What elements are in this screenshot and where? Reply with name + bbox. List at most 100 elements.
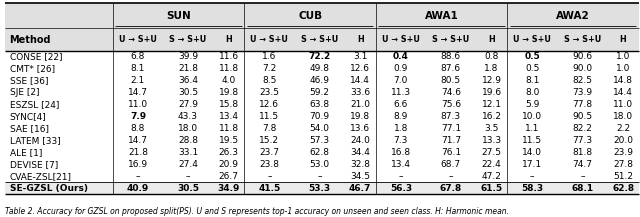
Text: 57.3: 57.3 <box>309 136 330 145</box>
Text: 30.5: 30.5 <box>178 88 198 97</box>
Text: –: – <box>449 172 453 181</box>
Text: 39.9: 39.9 <box>178 53 198 61</box>
Text: SJE [2]: SJE [2] <box>10 88 39 97</box>
Text: 20.9: 20.9 <box>219 160 239 169</box>
Text: 0.8: 0.8 <box>484 53 499 61</box>
Text: 22.4: 22.4 <box>482 160 502 169</box>
Text: 14.8: 14.8 <box>613 76 633 85</box>
Text: 0.4: 0.4 <box>393 53 409 61</box>
Text: 8.8: 8.8 <box>131 124 145 133</box>
Text: H: H <box>356 35 364 44</box>
Text: 11.0: 11.0 <box>613 100 633 109</box>
Text: 53.0: 53.0 <box>309 160 330 169</box>
Text: SAE [16]: SAE [16] <box>10 124 49 133</box>
Text: 77.8: 77.8 <box>572 100 593 109</box>
Text: 80.5: 80.5 <box>441 76 461 85</box>
Text: 7.2: 7.2 <box>262 64 276 73</box>
Text: 7.8: 7.8 <box>262 124 276 133</box>
Text: 4.0: 4.0 <box>221 76 236 85</box>
Text: LATEM [33]: LATEM [33] <box>10 136 60 145</box>
Text: 90.5: 90.5 <box>572 112 593 121</box>
Text: 56.3: 56.3 <box>390 184 412 193</box>
Text: 6.8: 6.8 <box>131 53 145 61</box>
Text: 13.3: 13.3 <box>481 136 502 145</box>
Text: 1.0: 1.0 <box>616 64 630 73</box>
Text: 27.9: 27.9 <box>178 100 198 109</box>
Text: 5.9: 5.9 <box>525 100 540 109</box>
Text: 87.3: 87.3 <box>441 112 461 121</box>
Text: 18.0: 18.0 <box>178 124 198 133</box>
Text: 82.5: 82.5 <box>572 76 593 85</box>
Text: ALE [1]: ALE [1] <box>10 148 42 157</box>
Text: 0.5: 0.5 <box>525 64 540 73</box>
Text: 40.9: 40.9 <box>127 184 149 193</box>
Text: 14.7: 14.7 <box>128 136 148 145</box>
Text: 34.5: 34.5 <box>350 172 370 181</box>
Text: Table 2. Accuracy for GZSL on proposed split(PS). U and S represents top-1 accur: Table 2. Accuracy for GZSL on proposed s… <box>5 207 509 216</box>
Text: 13.6: 13.6 <box>350 124 370 133</box>
Text: 27.4: 27.4 <box>178 160 198 169</box>
Text: 41.5: 41.5 <box>259 184 280 193</box>
Text: H: H <box>488 35 495 44</box>
Text: 61.5: 61.5 <box>481 184 502 193</box>
Text: 62.8: 62.8 <box>612 184 634 193</box>
Text: 19.8: 19.8 <box>350 112 370 121</box>
Text: 23.8: 23.8 <box>259 160 280 169</box>
Text: 16.9: 16.9 <box>128 160 148 169</box>
Text: 23.9: 23.9 <box>613 148 633 157</box>
Text: 73.9: 73.9 <box>572 88 593 97</box>
Text: 51.2: 51.2 <box>613 172 633 181</box>
Text: 74.7: 74.7 <box>572 160 593 169</box>
Text: 12.1: 12.1 <box>482 100 502 109</box>
Text: 59.2: 59.2 <box>310 88 330 97</box>
Text: 34.4: 34.4 <box>350 148 370 157</box>
Text: 75.6: 75.6 <box>441 100 461 109</box>
Text: 87.6: 87.6 <box>441 64 461 73</box>
Text: SSE [36]: SSE [36] <box>10 76 48 85</box>
Text: 26.7: 26.7 <box>219 172 239 181</box>
Text: 77.1: 77.1 <box>441 124 461 133</box>
Text: 1.8: 1.8 <box>484 64 499 73</box>
Text: –: – <box>186 172 190 181</box>
Text: 34.9: 34.9 <box>218 184 240 193</box>
Text: 46.7: 46.7 <box>349 184 371 193</box>
Text: 1.8: 1.8 <box>394 124 408 133</box>
Text: 43.3: 43.3 <box>178 112 198 121</box>
Text: 70.9: 70.9 <box>309 112 330 121</box>
Text: AWA2: AWA2 <box>556 11 590 21</box>
Text: 13.4: 13.4 <box>219 112 239 121</box>
Text: 8.0: 8.0 <box>525 88 540 97</box>
Text: 14.0: 14.0 <box>522 148 542 157</box>
Text: 11.6: 11.6 <box>219 53 239 61</box>
Text: U → S+U: U → S+U <box>382 35 420 44</box>
Bar <box>5 182 639 194</box>
Text: 21.8: 21.8 <box>178 64 198 73</box>
Text: 23.7: 23.7 <box>259 148 280 157</box>
Text: CUB: CUB <box>298 11 322 21</box>
Text: 12.9: 12.9 <box>482 76 502 85</box>
Text: –: – <box>399 172 403 181</box>
Text: 27.5: 27.5 <box>482 148 502 157</box>
Text: H: H <box>620 35 627 44</box>
Text: 8.9: 8.9 <box>394 112 408 121</box>
Text: –: – <box>136 172 140 181</box>
Text: 12.6: 12.6 <box>259 100 280 109</box>
Text: SYNC[4]: SYNC[4] <box>10 112 46 121</box>
Text: 33.6: 33.6 <box>350 88 370 97</box>
Text: –: – <box>580 172 584 181</box>
Text: S → S+U: S → S+U <box>301 35 338 44</box>
Text: 13.4: 13.4 <box>391 160 411 169</box>
Text: 1.0: 1.0 <box>616 53 630 61</box>
Text: 68.1: 68.1 <box>572 184 593 193</box>
Text: 90.0: 90.0 <box>572 64 593 73</box>
Text: 7.0: 7.0 <box>394 76 408 85</box>
Text: 26.3: 26.3 <box>219 148 239 157</box>
Text: U → S+U: U → S+U <box>250 35 289 44</box>
Text: S → S+U: S → S+U <box>170 35 207 44</box>
Text: CMT* [26]: CMT* [26] <box>10 64 55 73</box>
Text: 30.5: 30.5 <box>177 184 199 193</box>
Text: SE-GZSL (Ours): SE-GZSL (Ours) <box>10 184 88 193</box>
Text: 62.8: 62.8 <box>310 148 330 157</box>
Bar <box>5 3 639 28</box>
Text: 11.3: 11.3 <box>391 88 411 97</box>
